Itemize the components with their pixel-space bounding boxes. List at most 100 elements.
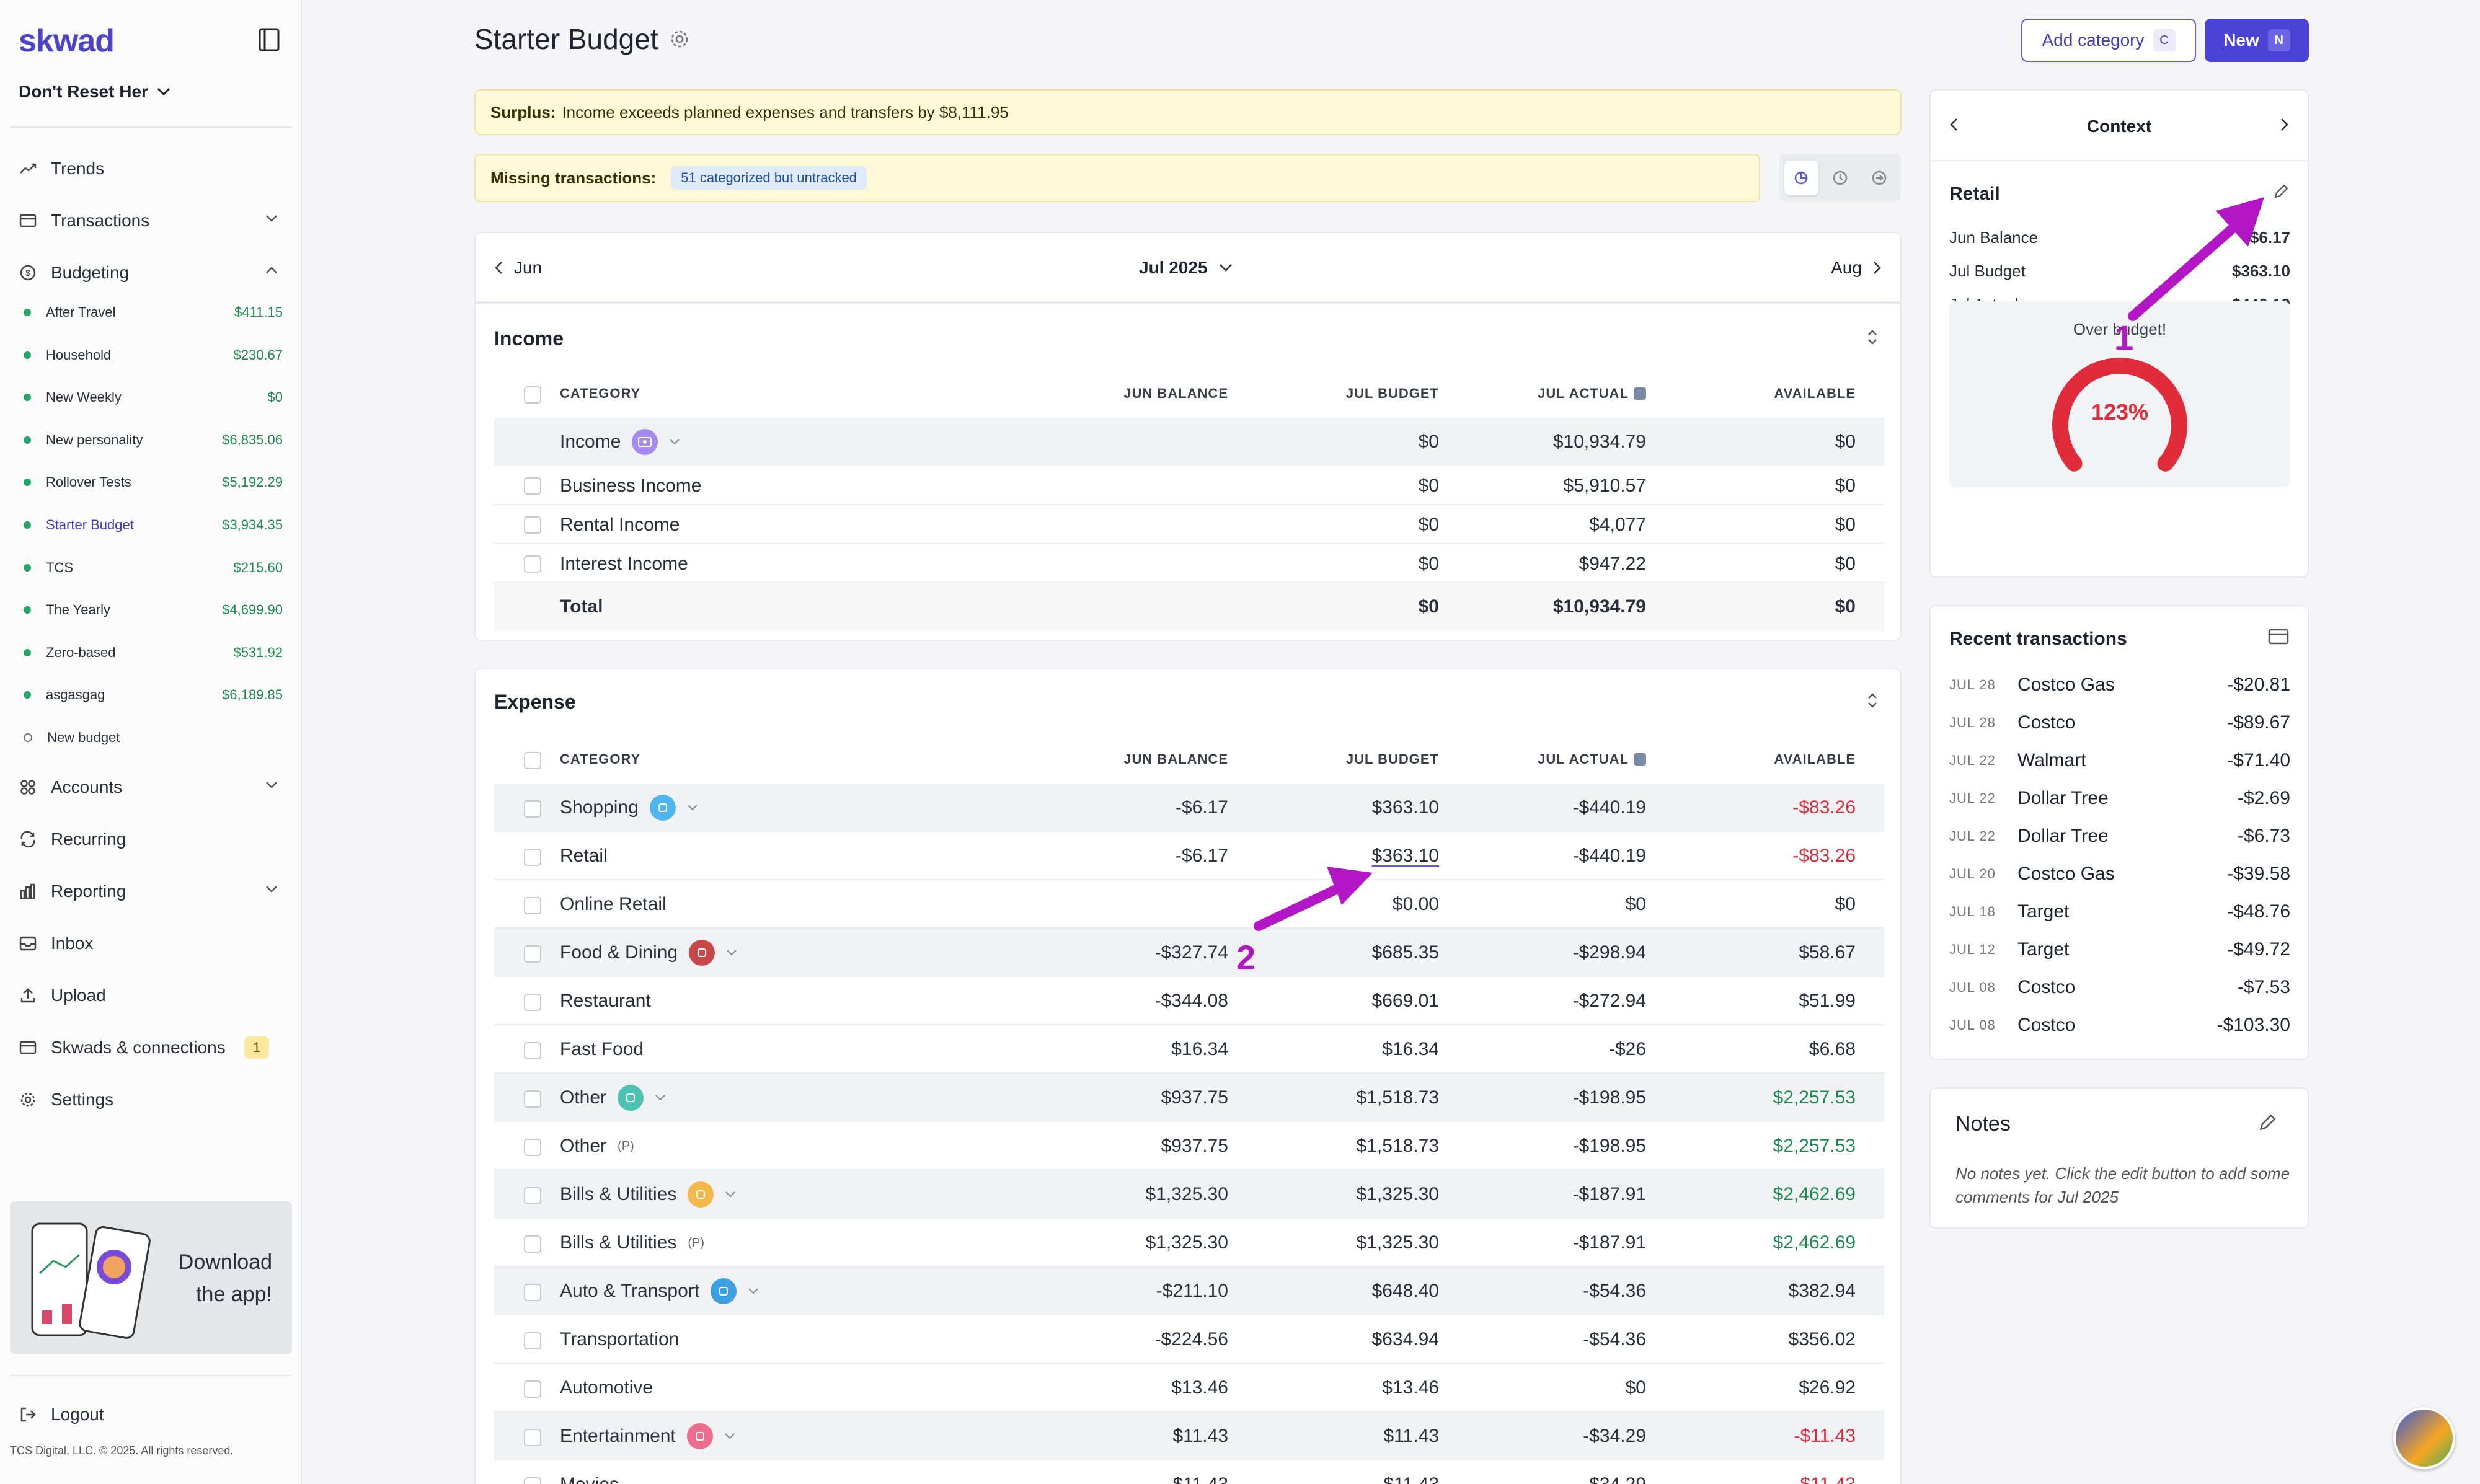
- download-app-promo[interactable]: Download the app!: [10, 1201, 292, 1354]
- row-checkbox[interactable]: [524, 994, 541, 1011]
- row-checkbox[interactable]: [524, 1380, 541, 1398]
- select-all-checkbox[interactable]: [524, 386, 541, 404]
- row-checkbox[interactable]: [524, 945, 541, 963]
- row-checkbox[interactable]: [524, 897, 541, 914]
- row-checkbox[interactable]: [524, 1284, 541, 1301]
- next-month-button[interactable]: Aug: [1831, 258, 1882, 278]
- nav-reporting[interactable]: Reporting: [19, 873, 285, 910]
- expense-group-row[interactable]: Bills & Utilities $1,325.30 $1,325.30 -$187…: [494, 1170, 1884, 1219]
- income-group-row[interactable]: Income $0 $10,934.79 $0: [494, 418, 1884, 466]
- transaction-row[interactable]: JUL 22 Walmart -$71.40: [1949, 750, 2290, 771]
- row-checkbox[interactable]: [524, 516, 541, 534]
- row-checkbox[interactable]: [524, 1042, 541, 1059]
- book-icon[interactable]: [258, 27, 280, 52]
- row-budget[interactable]: $0.00: [1392, 894, 1439, 914]
- nav-skwads-connections[interactable]: Skwads & connections 1: [19, 1029, 285, 1066]
- transaction-row[interactable]: JUL 08 Costco -$103.30: [1949, 1015, 2290, 1036]
- row-budget[interactable]: $685.35: [1371, 942, 1439, 963]
- sidebar-budget-item[interactable]: Rollover Tests $5,192.29: [24, 464, 283, 501]
- expense-category-row[interactable]: Retail -$6.17 $363.10 -$440.19 -$83.26: [494, 832, 1884, 880]
- view-history-button[interactable]: [1823, 161, 1858, 195]
- income-category-row[interactable]: Rental Income $0 $4,077 $0: [494, 505, 1884, 544]
- sort-icon[interactable]: [1867, 329, 1878, 346]
- transaction-row[interactable]: JUL 08 Costco -$7.53: [1949, 977, 2290, 998]
- pencil-icon[interactable]: [2258, 1113, 2277, 1132]
- row-budget[interactable]: $363.10: [1371, 797, 1439, 818]
- chevron-down-icon[interactable]: [748, 1287, 759, 1295]
- sidebar-budget-item[interactable]: After Travel $411.15: [24, 294, 283, 331]
- transaction-row[interactable]: JUL 28 Costco -$89.67: [1949, 712, 2290, 733]
- row-budget[interactable]: $1,325.30: [1356, 1232, 1439, 1253]
- new-button[interactable]: New N: [2205, 19, 2309, 62]
- view-forward-button[interactable]: [1862, 161, 1896, 195]
- expense-group-row[interactable]: Auto & Transport -$211.10 $648.40 -$54.36 $3…: [494, 1267, 1884, 1315]
- chevron-down-icon[interactable]: [724, 1433, 735, 1440]
- nav-transactions[interactable]: Transactions: [19, 202, 285, 239]
- nav-upload[interactable]: Upload: [19, 977, 285, 1014]
- row-budget[interactable]: $1,325.30: [1356, 1184, 1439, 1204]
- row-checkbox[interactable]: [524, 1090, 541, 1108]
- expense-category-row[interactable]: Automotive $13.46 $13.46 $0 $26.92: [494, 1364, 1884, 1412]
- sidebar-budget-item[interactable]: The Yearly $4,699.90: [24, 591, 283, 629]
- expense-category-row[interactable]: Movies $11.43 $11.43 -$34.29 -$11.43: [494, 1460, 1884, 1484]
- row-checkbox[interactable]: [524, 1332, 541, 1349]
- row-checkbox[interactable]: [524, 1429, 541, 1446]
- row-budget[interactable]: $1,518.73: [1356, 1136, 1439, 1156]
- logout-link[interactable]: Logout: [19, 1396, 285, 1433]
- transaction-row[interactable]: JUL 22 Dollar Tree -$2.69: [1949, 788, 2290, 809]
- row-checkbox[interactable]: [524, 800, 541, 818]
- sidebar-budget-item[interactable]: TCS $215.60: [24, 549, 283, 586]
- expense-category-row[interactable]: Restaurant -$344.08 $669.01 -$272.94 $51.99: [494, 977, 1884, 1025]
- row-budget[interactable]: $13.46: [1382, 1377, 1439, 1398]
- untracked-pill[interactable]: 51 categorized but untracked: [671, 166, 867, 190]
- row-checkbox[interactable]: [524, 849, 541, 866]
- card-icon[interactable]: [2268, 629, 2289, 645]
- row-budget[interactable]: $0: [1418, 475, 1439, 496]
- nav-budgeting[interactable]: $ Budgeting: [19, 254, 285, 291]
- nav-accounts[interactable]: Accounts: [19, 769, 285, 806]
- row-budget[interactable]: $11.43: [1383, 1460, 1439, 1484]
- col-jul-actual[interactable]: JUL ACTUAL: [1538, 369, 1646, 418]
- row-budget[interactable]: $0: [1418, 514, 1439, 535]
- chevron-left-icon[interactable]: [1949, 118, 1958, 131]
- expense-group-row[interactable]: Entertainment $11.43 $11.43 -$34.29 -$11.43: [494, 1412, 1884, 1460]
- nav-inbox[interactable]: Inbox: [19, 925, 285, 962]
- sidebar-budget-item[interactable]: Household $230.67: [24, 337, 283, 374]
- pencil-icon[interactable]: [2273, 183, 2289, 200]
- transaction-row[interactable]: JUL 20 Costco Gas -$39.58: [1949, 863, 2290, 885]
- add-category-button[interactable]: Add category C: [2021, 19, 2196, 62]
- transaction-row[interactable]: JUL 18 Target -$48.76: [1949, 901, 2290, 922]
- chevron-down-icon[interactable]: [726, 949, 737, 956]
- chevron-right-icon[interactable]: [2280, 118, 2289, 131]
- transaction-row[interactable]: JUL 28 Costco Gas -$20.81: [1949, 674, 2290, 696]
- new-budget-link[interactable]: New budget: [24, 719, 283, 756]
- income-category-row[interactable]: Interest Income $0 $947.22 $0: [494, 544, 1884, 583]
- app-logo[interactable]: skwad: [19, 23, 115, 59]
- select-all-checkbox[interactable]: [524, 752, 541, 769]
- view-budget-button[interactable]: [1784, 161, 1818, 195]
- chevron-down-icon[interactable]: [725, 1191, 736, 1198]
- row-checkbox[interactable]: [524, 477, 541, 495]
- expense-category-row[interactable]: Transportation -$224.56 $634.94 -$54.36 $356…: [494, 1315, 1884, 1364]
- month-selector[interactable]: Jul 2025: [1139, 258, 1233, 278]
- sort-icon[interactable]: [1867, 692, 1878, 709]
- row-budget[interactable]: $363.10: [1371, 846, 1439, 866]
- chevron-down-icon[interactable]: [669, 438, 680, 446]
- chevron-down-icon[interactable]: [687, 804, 698, 811]
- row-budget[interactable]: $11.43: [1383, 1426, 1439, 1446]
- income-category-row[interactable]: Business Income $0 $5,910.57 $0: [494, 466, 1884, 505]
- sidebar-budget-item[interactable]: asgasgag $6,189.85: [24, 676, 283, 713]
- expense-category-row[interactable]: Fast Food $16.34 $16.34 -$26 $6.68: [494, 1025, 1884, 1074]
- sidebar-budget-item[interactable]: New Weekly $0: [24, 379, 283, 416]
- chevron-down-icon[interactable]: [655, 1094, 666, 1102]
- col-jul-actual[interactable]: JUL ACTUAL: [1538, 735, 1646, 784]
- row-checkbox[interactable]: [524, 1235, 541, 1253]
- expense-category-row[interactable]: Bills & Utilities (P) $1,325.30 $1,325.30 -$…: [494, 1219, 1884, 1267]
- row-budget[interactable]: $669.01: [1371, 991, 1439, 1011]
- nav-recurring[interactable]: Recurring: [19, 821, 285, 858]
- expense-group-row[interactable]: Other $937.75 $1,518.73 -$198.95 $2,257.53: [494, 1074, 1884, 1122]
- nav-trends[interactable]: Trends: [19, 150, 285, 187]
- row-budget[interactable]: $1,518.73: [1356, 1087, 1439, 1108]
- workspace-switcher[interactable]: Don't Reset Her: [19, 82, 170, 102]
- transaction-row[interactable]: JUL 22 Dollar Tree -$6.73: [1949, 826, 2290, 847]
